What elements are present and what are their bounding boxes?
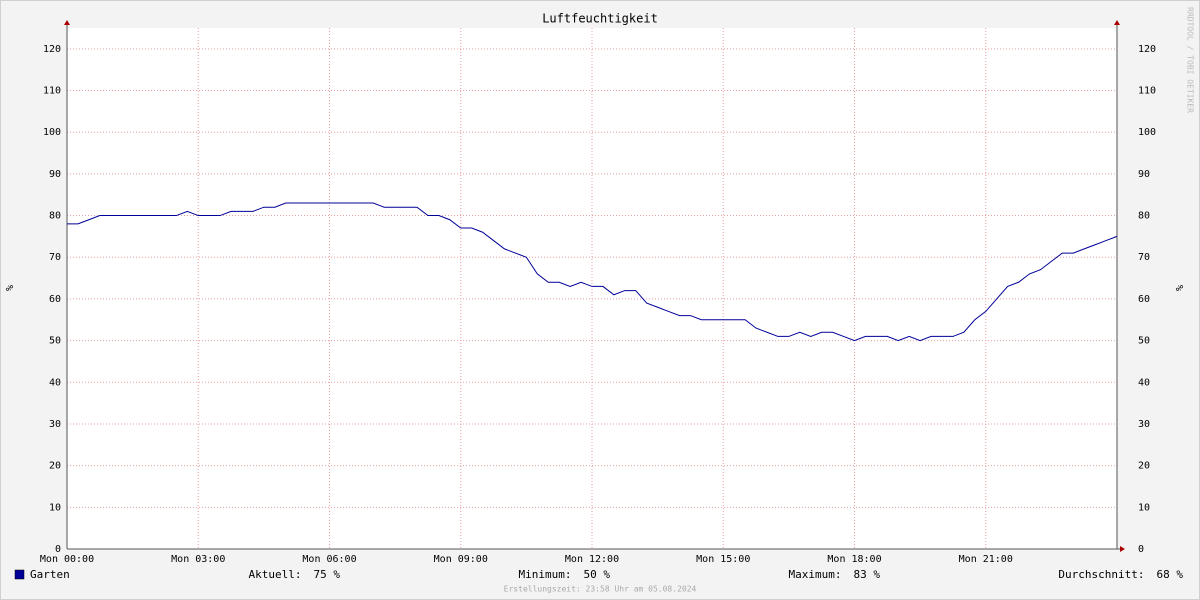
y2-tick-label: 120: [1138, 44, 1156, 55]
y2-tick-label: 0: [1138, 544, 1144, 555]
y2-tick-label: 30: [1138, 419, 1150, 430]
y2-tick-label: 90: [1138, 169, 1150, 180]
y2-tick-label: 20: [1138, 461, 1150, 472]
stat-value: 75 %: [314, 568, 341, 581]
stat-value: 83 %: [854, 568, 881, 581]
stat-value: 68 %: [1157, 568, 1184, 581]
legend-swatch: [14, 569, 25, 580]
footer: Erstellungszeit: 23:58 Uhr am 05.08.2024: [504, 585, 697, 594]
y-tick-label: 40: [49, 377, 61, 388]
y-tick-label: 120: [43, 44, 61, 55]
arrow: [1120, 546, 1125, 552]
y2-tick-label: 50: [1138, 336, 1150, 347]
y-axis-label: %: [5, 285, 16, 291]
legend-label: Garten: [30, 568, 70, 581]
y-tick-label: 80: [49, 211, 61, 222]
chart-title: Luftfeuchtigkeit: [542, 12, 658, 26]
y-tick-label: 90: [49, 169, 61, 180]
arrow: [64, 20, 70, 25]
y-tick-label: 30: [49, 419, 61, 430]
y2-tick-label: 70: [1138, 252, 1150, 263]
y2-tick-label: 80: [1138, 211, 1150, 222]
x-tick-label: Mon 03:00: [171, 554, 225, 565]
y2-tick-label: 10: [1138, 502, 1150, 513]
x-tick-label: Mon 06:00: [302, 554, 356, 565]
y-tick-label: 50: [49, 336, 61, 347]
watermark: RRDTOOL / TOBI OETIKER: [1186, 7, 1195, 113]
x-tick-label: Mon 18:00: [827, 554, 881, 565]
y2-axis-label: %: [1175, 285, 1186, 291]
arrow: [1114, 20, 1120, 25]
x-tick-label: Mon 09:00: [434, 554, 488, 565]
x-tick-label: Mon 15:00: [696, 554, 750, 565]
y-tick-label: 110: [43, 86, 61, 97]
x-tick-label: Mon 21:00: [959, 554, 1013, 565]
x-tick-label: Mon 00:00: [40, 554, 94, 565]
y-tick-label: 10: [49, 502, 61, 513]
y2-tick-label: 60: [1138, 294, 1150, 305]
plot-area: [67, 28, 1117, 549]
y-tick-label: 0: [55, 544, 61, 555]
data-line: [67, 202, 1118, 342]
y2-tick-label: 100: [1138, 127, 1156, 138]
y-tick-label: 60: [49, 294, 61, 305]
stat-label: Maximum:: [789, 568, 842, 581]
y-tick-label: 20: [49, 461, 61, 472]
y2-tick-label: 110: [1138, 86, 1156, 97]
x-tick-label: Mon 12:00: [565, 554, 619, 565]
stat-label: Aktuell:: [249, 568, 302, 581]
y-tick-label: 100: [43, 127, 61, 138]
stat-value: 50 %: [584, 568, 611, 581]
grid: [66, 28, 1117, 550]
y2-tick-label: 40: [1138, 377, 1150, 388]
y-tick-label: 70: [49, 252, 61, 263]
stat-label: Durchschnitt:: [1058, 568, 1144, 581]
stat-label: Minimum:: [519, 568, 572, 581]
